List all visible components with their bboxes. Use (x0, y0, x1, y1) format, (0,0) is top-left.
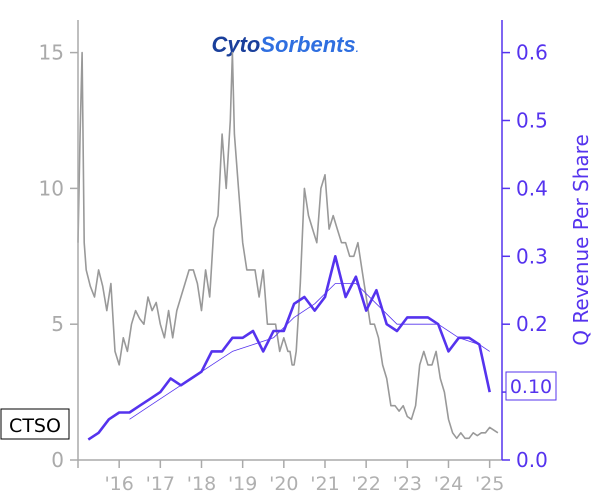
right-tick-label: 0.3 (516, 244, 548, 268)
ticker-box (0, 408, 70, 440)
logo-part-2: Sorbents (260, 32, 355, 57)
company-logo: CytoSorbents. (211, 32, 358, 57)
right-tick-label: 0.2 (516, 312, 548, 336)
x-tick-label: '20 (269, 473, 298, 495)
price-layer (77, 51, 499, 440)
x-tick-label: '24 (434, 473, 463, 495)
right-tick-label: 0.0 (516, 448, 548, 472)
left-tick-label: 15 (39, 41, 64, 65)
logo-part-1: Cyto (211, 32, 260, 57)
left-tick-label: 0 (51, 448, 64, 472)
x-tick-label: '16 (104, 473, 133, 495)
right-axis-ticks: 0.00.10.20.30.40.50.6 (502, 41, 548, 472)
x-tick-label: '17 (146, 473, 175, 495)
x-tick-label: '25 (475, 473, 504, 495)
left-tick-label: 10 (39, 176, 64, 200)
x-axis-ticks: '16 '17 '18 '19 '20 '21 '22 '23 '24 '25 (77, 460, 504, 495)
revenue-layer (87, 254, 491, 441)
left-axis-ticks: 0 5 10 15 (39, 41, 78, 472)
x-tick-label: '23 (393, 473, 422, 495)
x-tick-label: '18 (187, 473, 216, 495)
x-tick-label: '19 (228, 473, 257, 495)
y-axis-label-right: Q Revenue Per Share (569, 134, 593, 346)
left-tick-label: 5 (51, 312, 64, 336)
last-value-label: 0.10 (510, 376, 552, 398)
price-line (77, 51, 499, 440)
x-tick-label: '22 (351, 473, 380, 495)
right-tick-label: 0.5 (516, 108, 548, 132)
q-revenue-per-share-line (87, 254, 491, 441)
last-value-box (505, 371, 557, 401)
right-tick-label: 0.4 (516, 176, 548, 200)
x-tick-label: '21 (310, 473, 339, 495)
right-tick-label: 0.6 (516, 41, 548, 65)
ticker-label: CTSO (9, 415, 61, 437)
logo-suffix: . (356, 44, 359, 55)
